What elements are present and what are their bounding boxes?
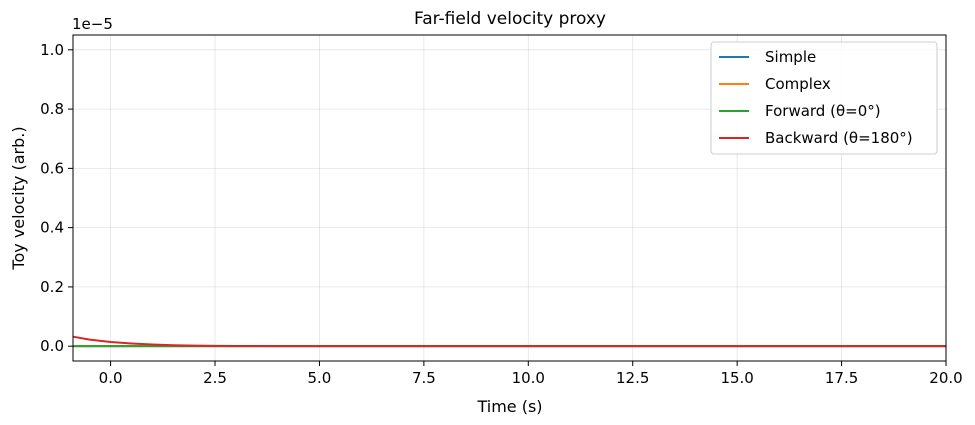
- x-tick-label: 5.0: [308, 369, 332, 387]
- x-tick-label: 2.5: [203, 369, 227, 387]
- series-lines: [72, 335, 946, 348]
- y-tick-label: 0.2: [40, 278, 64, 296]
- legend-label: Backward (θ=180°): [765, 129, 913, 147]
- y-offset-label: 1e−5: [72, 15, 113, 33]
- x-tick-label: 0.0: [99, 369, 123, 387]
- legend-label: Complex: [765, 75, 831, 93]
- legend-frame: [710, 41, 938, 155]
- y-tick-label: 0.4: [40, 219, 64, 237]
- x-tick-label: 20.0: [929, 369, 962, 387]
- y-axis: 0.0 0.2 0.4 0.6 0.8 1.0: [40, 41, 73, 355]
- y-tick-label: 1.0: [40, 41, 64, 59]
- legend-label: Simple: [765, 48, 816, 66]
- x-axis: 0.0 2.5 5.0 7.5 10.0 12.5 15.0 17.5 20.0: [99, 361, 963, 387]
- x-tick-label: 17.5: [825, 369, 858, 387]
- plot-frame: [72, 34, 947, 362]
- x-tick-label: 7.5: [412, 369, 436, 387]
- chart-title: Far-field velocity proxy: [414, 9, 606, 29]
- series-line-3: [72, 335, 946, 348]
- y-tick-label: 0.6: [40, 159, 64, 177]
- legend: Simple Complex Forward (θ=0°) Backward (θ=1…: [710, 41, 938, 155]
- legend-label: Forward (θ=0°): [765, 102, 881, 120]
- x-tick-label: 10.0: [512, 369, 545, 387]
- y-tick-label: 0.8: [40, 100, 64, 118]
- y-axis-label: Toy velocity (arb.): [9, 126, 28, 270]
- x-tick-label: 12.5: [616, 369, 649, 387]
- y-tick-label: 0.0: [40, 337, 64, 355]
- x-axis-label: Time (s): [476, 397, 542, 416]
- x-tick-label: 15.0: [720, 369, 753, 387]
